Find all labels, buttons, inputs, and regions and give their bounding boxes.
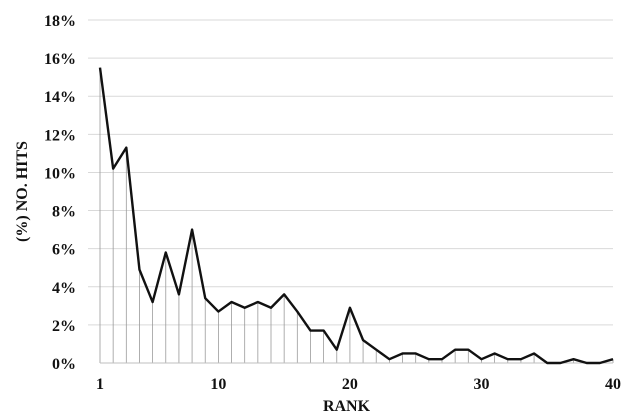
data-point bbox=[599, 362, 601, 364]
data-point bbox=[401, 352, 403, 354]
data-point bbox=[493, 352, 495, 354]
data-point bbox=[99, 66, 101, 68]
data-point bbox=[243, 307, 245, 309]
y-tick-label: 0% bbox=[52, 356, 76, 373]
data-point bbox=[296, 310, 298, 312]
data-points bbox=[99, 66, 614, 364]
data-point bbox=[441, 358, 443, 360]
y-tick-label: 10% bbox=[44, 165, 76, 182]
data-point bbox=[283, 293, 285, 295]
data-point bbox=[520, 358, 522, 360]
data-point bbox=[336, 348, 338, 350]
data-point bbox=[585, 362, 587, 364]
x-axis-title: RANK bbox=[323, 398, 371, 414]
data-point bbox=[428, 358, 430, 360]
x-tick-label: 30 bbox=[473, 376, 489, 393]
y-tick-label: 12% bbox=[44, 127, 76, 144]
y-tick-label: 6% bbox=[52, 242, 76, 259]
data-point bbox=[375, 348, 377, 350]
data-point bbox=[546, 362, 548, 364]
series-line bbox=[98, 67, 614, 365]
data-point bbox=[191, 228, 193, 230]
data-point bbox=[612, 358, 614, 360]
y-tick-label: 4% bbox=[52, 280, 76, 297]
data-point bbox=[112, 167, 114, 169]
data-point bbox=[480, 358, 482, 360]
x-tick-label: 40 bbox=[605, 376, 621, 393]
data-point bbox=[230, 301, 232, 303]
y-tick-label: 16% bbox=[44, 51, 76, 68]
data-point bbox=[178, 293, 180, 295]
data-point bbox=[151, 301, 153, 303]
data-point bbox=[165, 251, 167, 253]
data-point bbox=[322, 329, 324, 331]
y-tick-label: 2% bbox=[52, 318, 76, 335]
data-point bbox=[138, 268, 140, 270]
x-tick-label: 1 bbox=[96, 376, 104, 393]
data-point bbox=[257, 301, 259, 303]
data-point bbox=[388, 358, 390, 360]
x-tick-label: 10 bbox=[210, 376, 226, 393]
data-point bbox=[414, 352, 416, 354]
data-point bbox=[125, 146, 127, 148]
data-point bbox=[572, 358, 574, 360]
y-axis-ticks: 0% 2% 4% 6% 8% 10% 12% 14% 16% 18% bbox=[44, 13, 76, 373]
y-tick-label: 14% bbox=[44, 89, 76, 106]
data-point bbox=[204, 297, 206, 299]
data-point bbox=[309, 329, 311, 331]
data-point bbox=[270, 307, 272, 309]
data-point bbox=[533, 352, 535, 354]
data-point bbox=[467, 348, 469, 350]
data-point bbox=[217, 310, 219, 312]
data-point bbox=[559, 362, 561, 364]
gridlines bbox=[88, 19, 613, 326]
y-axis-title: (%) NO. HITS bbox=[14, 141, 31, 242]
data-point bbox=[454, 348, 456, 350]
x-axis-ticks: 1 10 20 30 40 bbox=[96, 376, 621, 393]
y-tick-label: 18% bbox=[44, 13, 76, 30]
y-tick-label: 8% bbox=[52, 204, 76, 221]
data-point bbox=[362, 339, 364, 341]
data-point bbox=[507, 358, 509, 360]
x-tick-label: 20 bbox=[342, 376, 358, 393]
data-point bbox=[349, 307, 351, 309]
drop-lines bbox=[99, 67, 614, 363]
